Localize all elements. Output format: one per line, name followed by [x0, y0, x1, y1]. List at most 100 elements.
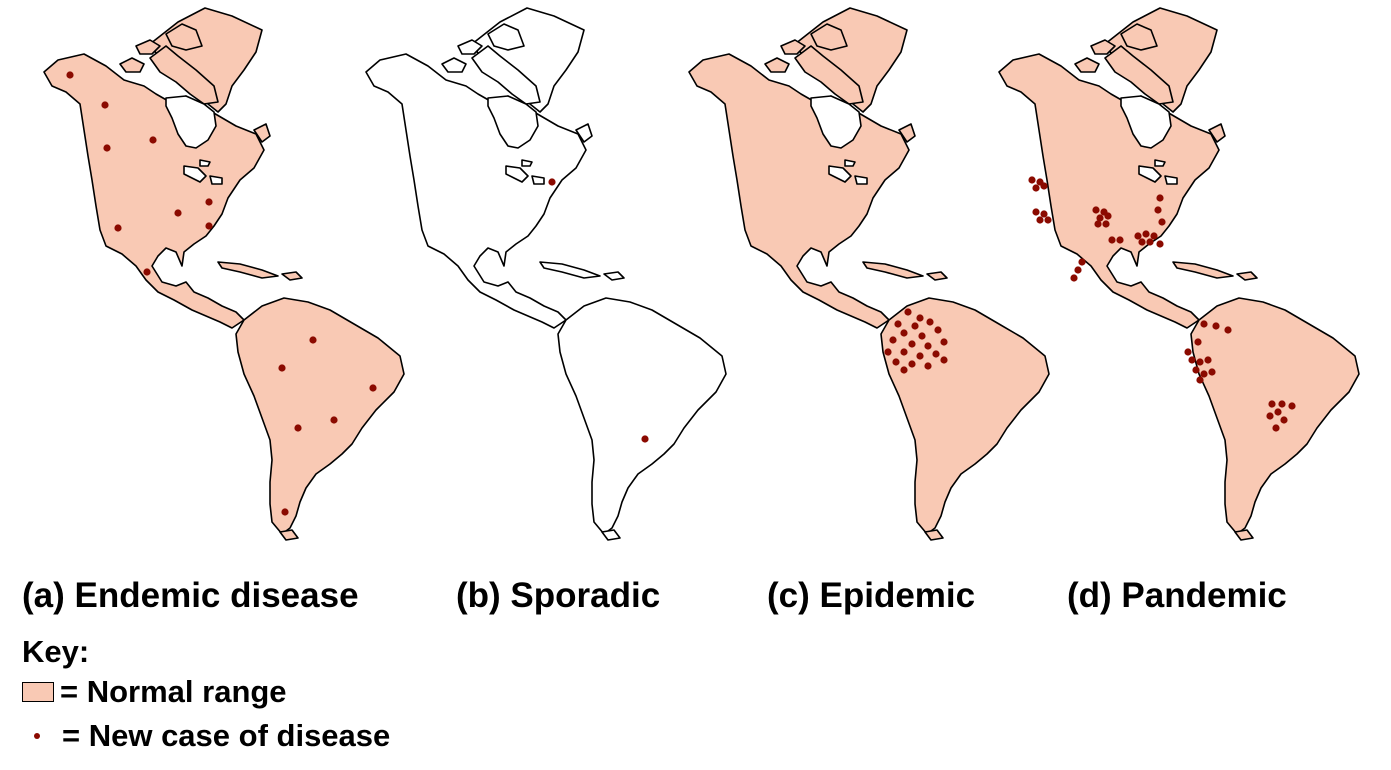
- south-america-landmass: [1190, 297, 1360, 535]
- disease-case-dot: [900, 348, 908, 356]
- cuba-landmass: [539, 261, 601, 279]
- great-lake-3: [199, 159, 211, 167]
- disease-case-dot: [1070, 274, 1078, 282]
- disease-case-dot: [900, 329, 908, 337]
- south-america-landmass: [235, 297, 405, 535]
- great-lake-1: [183, 165, 207, 183]
- disease-case-dot: [1268, 400, 1276, 408]
- disease-case-dot: [1196, 358, 1204, 366]
- arctic-island-2-landmass: [135, 39, 161, 55]
- key-title: Key:: [22, 634, 90, 669]
- baffin-landmass: [149, 45, 219, 105]
- great-lake-1: [828, 165, 852, 183]
- disease-case-dot: [1266, 412, 1274, 420]
- great-lake-3: [521, 159, 533, 167]
- disease-case-dot: [149, 136, 157, 144]
- tierra-del-fuego-landmass: [601, 529, 621, 541]
- disease-case-dot: [294, 424, 302, 432]
- continents-b: [365, 7, 727, 541]
- south-america-landmass: [557, 297, 727, 535]
- disease-case-dot: [924, 342, 932, 350]
- continents-d: [998, 7, 1360, 541]
- disease-case-dot: [101, 101, 109, 109]
- disease-case-dot: [1102, 220, 1110, 228]
- north-america-landmass: [998, 53, 1220, 329]
- hudson-bay: [1120, 95, 1172, 149]
- newfoundland-landmass: [575, 123, 593, 143]
- cuba-landmass: [862, 261, 924, 279]
- hispaniola-landmass: [603, 271, 625, 281]
- disease-case-dot: [143, 268, 151, 276]
- disease-case-dot: [1184, 348, 1192, 356]
- disease-case-dot: [1092, 206, 1100, 214]
- disease-case-dot: [1074, 266, 1082, 274]
- disease-case-dot: [934, 326, 942, 334]
- baffin-landmass: [794, 45, 864, 105]
- disease-case-dot: [1094, 220, 1102, 228]
- disease-case-dot: [1192, 366, 1200, 374]
- disease-case-dot: [892, 358, 900, 366]
- baffin-landmass: [1104, 45, 1174, 105]
- hudson-bay: [165, 95, 217, 149]
- caption-endemic: (a) Endemic disease: [22, 576, 359, 615]
- disease-case-dot: [911, 322, 919, 330]
- disease-case-dot: [1208, 368, 1216, 376]
- disease-case-dot: [1188, 356, 1196, 364]
- cuba-landmass: [1172, 261, 1234, 279]
- disease-case-dot: [1204, 356, 1212, 364]
- disease-case-dot: [278, 364, 286, 372]
- disease-case-dot: [1280, 416, 1288, 424]
- key-row-case: = New case of disease: [22, 716, 390, 756]
- hispaniola-landmass: [281, 271, 303, 281]
- tierra-del-fuego-landmass: [279, 529, 299, 541]
- disease-case-dot: [1134, 232, 1142, 240]
- disease-case-dot: [1040, 210, 1048, 218]
- key-row-range: = Normal range: [22, 672, 287, 712]
- disease-case-dot: [889, 336, 897, 344]
- normal-range-swatch: [22, 682, 54, 702]
- disease-case-dot: [66, 71, 74, 79]
- disease-case-dot: [940, 356, 948, 364]
- ellesmere-landmass: [1120, 23, 1158, 51]
- disease-case-dot: [926, 318, 934, 326]
- arctic-island-1-landmass: [1074, 57, 1100, 73]
- north-america-landmass: [688, 53, 910, 329]
- disease-case-dot: [908, 340, 916, 348]
- disease-case-dot: [1138, 238, 1146, 246]
- north-america-landmass: [43, 53, 265, 329]
- great-lake-2: [209, 175, 223, 185]
- hudson-bay: [487, 95, 539, 149]
- arctic-island-2-landmass: [1090, 39, 1116, 55]
- arctic-island-2-landmass: [457, 39, 483, 55]
- great-lake-3: [844, 159, 856, 167]
- great-lake-1: [1138, 165, 1162, 183]
- new-case-dot-icon: [34, 733, 40, 739]
- disease-case-dot: [281, 508, 289, 516]
- disease-case-dot: [1158, 218, 1166, 226]
- disease-case-dot: [924, 362, 932, 370]
- map-panel-b: [365, 7, 727, 541]
- continents-a: [43, 7, 405, 541]
- tierra-del-fuego-landmass: [1234, 529, 1254, 541]
- great-lake-2: [854, 175, 868, 185]
- disease-case-dot: [1036, 216, 1044, 224]
- disease-case-dot: [114, 224, 122, 232]
- disease-case-dot: [1142, 230, 1150, 238]
- arctic-island-1-landmass: [119, 57, 145, 73]
- great-lake-2: [531, 175, 545, 185]
- ellesmere-landmass: [165, 23, 203, 51]
- disease-case-dot: [1032, 208, 1040, 216]
- key-range-label: = Normal range: [60, 674, 287, 709]
- disease-case-dot: [1200, 370, 1208, 378]
- disease-case-dot: [894, 320, 902, 328]
- arctic-island-1-landmass: [441, 57, 467, 73]
- disease-case-dot: [1288, 402, 1296, 410]
- disease-case-dot: [1040, 182, 1048, 190]
- disease-case-dot: [1224, 326, 1232, 334]
- disease-case-dot: [908, 360, 916, 368]
- map-panel-d: [998, 7, 1360, 541]
- disease-case-dot: [309, 336, 317, 344]
- newfoundland-landmass: [1208, 123, 1226, 143]
- disease-case-dot: [904, 308, 912, 316]
- disease-case-dot: [1104, 212, 1112, 220]
